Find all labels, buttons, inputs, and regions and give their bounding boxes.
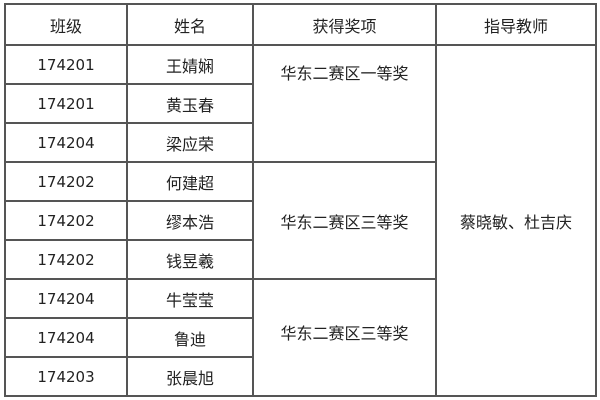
class-cell: 174204 bbox=[4, 317, 128, 358]
teacher-cell: 蔡晓敏、杜吉庆 bbox=[435, 44, 597, 397]
table-row: 174204 梁应荣 bbox=[4, 122, 596, 163]
header-class: 班级 bbox=[4, 3, 128, 46]
name-cell: 钱昱羲 bbox=[126, 239, 254, 280]
awards-table: 班级 姓名 获得奖项 指导教师 174201 王婧娴 华东二赛区一等奖 蔡晓敏、… bbox=[4, 3, 597, 397]
class-cell: 174202 bbox=[4, 200, 128, 241]
header-teacher: 指导教师 bbox=[435, 3, 597, 46]
class-cell: 174204 bbox=[4, 278, 128, 319]
table-row: 174204 鲁迪 bbox=[4, 317, 596, 358]
award-cell: 华东二赛区三等奖 bbox=[252, 161, 437, 280]
table-row: 174202 何建超 华东二赛区三等奖 bbox=[4, 161, 596, 280]
award-cell: 华东二赛区三等奖 bbox=[252, 278, 437, 397]
name-cell: 黄玉春 bbox=[126, 83, 254, 124]
class-cell: 174204 bbox=[4, 122, 128, 163]
name-cell: 何建超 bbox=[126, 161, 254, 202]
name-cell: 王婧娴 bbox=[126, 44, 254, 85]
class-cell: 174202 bbox=[4, 161, 128, 202]
name-cell: 梁应荣 bbox=[126, 122, 254, 163]
name-cell: 鲁迪 bbox=[126, 317, 254, 358]
header-name: 姓名 bbox=[126, 3, 254, 46]
class-cell: 174201 bbox=[4, 44, 128, 85]
header-row: 班级 姓名 获得奖项 指导教师 bbox=[4, 3, 597, 46]
table-row: 174202 缪本浩 bbox=[4, 200, 596, 241]
award-cell: 华东二赛区一等奖 bbox=[252, 44, 437, 163]
class-cell: 174201 bbox=[4, 83, 128, 124]
class-cell: 174202 bbox=[4, 239, 128, 280]
name-cell: 张晨旭 bbox=[126, 356, 254, 397]
name-cell: 牛莹莹 bbox=[126, 278, 254, 319]
table-row: 174201 黄玉春 bbox=[4, 83, 596, 124]
table-row: 174203 张晨旭 bbox=[4, 356, 596, 397]
table-row: 174204 牛莹莹 华东二赛区三等奖 bbox=[4, 278, 596, 397]
table-row: 174202 钱昱羲 bbox=[4, 239, 596, 280]
table-row: 174201 王婧娴 华东二赛区一等奖 蔡晓敏、杜吉庆 bbox=[4, 44, 597, 397]
name-cell: 缪本浩 bbox=[126, 200, 254, 241]
header-award: 获得奖项 bbox=[252, 3, 437, 46]
class-cell: 174203 bbox=[4, 356, 128, 397]
